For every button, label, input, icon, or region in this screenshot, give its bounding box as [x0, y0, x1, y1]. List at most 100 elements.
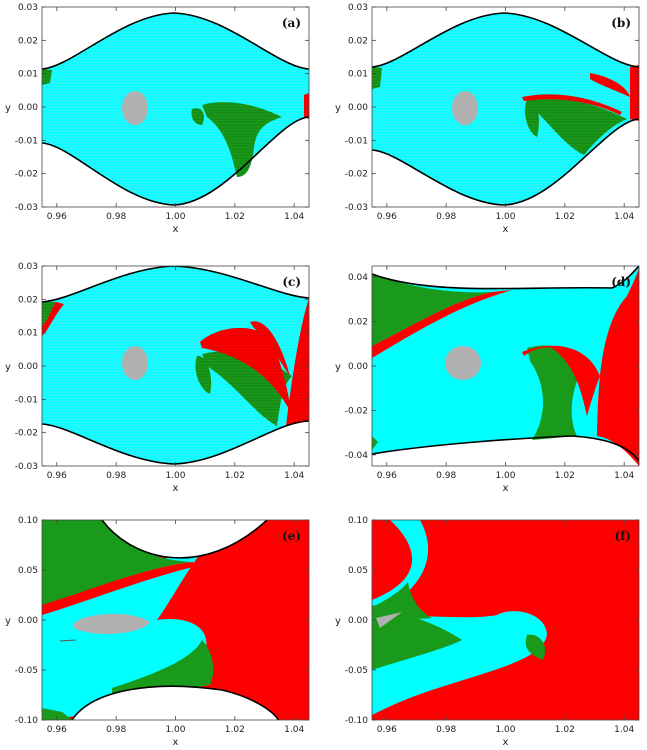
- x-axis-label: x: [503, 224, 509, 235]
- y-tick-label: 0.10: [18, 516, 38, 526]
- green-region: [374, 582, 432, 619]
- y-tick-label: 0.01: [18, 70, 38, 80]
- y-tick-label: -0.03: [345, 203, 368, 213]
- axes-5: 0.96 0.98 1.00 1.02 1.04 0.10 0.05 0.00 -0.05 -0.…: [5, 516, 310, 748]
- red-region: [590, 73, 630, 97]
- y-tick-label: -0.03: [15, 203, 38, 213]
- cyan-region: [372, 13, 639, 205]
- panel-label: (a): [282, 16, 301, 30]
- panel-c-regions: [42, 266, 309, 466]
- y-tick-label: -0.02: [345, 406, 368, 416]
- green-region: [372, 436, 378, 450]
- x-tick-label: 0.96: [47, 212, 67, 222]
- y-tick-label: -0.02: [345, 170, 368, 180]
- x-axis-label: x: [173, 737, 179, 748]
- x-tick-label: 1.02: [555, 725, 575, 735]
- y-tick-label: -0.10: [345, 716, 369, 726]
- x-tick-label: 0.96: [377, 725, 397, 735]
- x-tick-label: 1.02: [225, 725, 245, 735]
- x-tick-label: 0.98: [106, 725, 126, 735]
- x-tick-label: 0.96: [47, 471, 67, 481]
- red-region: [522, 94, 622, 115]
- small-trajectory-mark: [59, 639, 77, 642]
- y-tick-label: 0.02: [18, 295, 38, 305]
- panel-f-regions: [372, 520, 639, 720]
- x-axis-label: x: [173, 224, 179, 235]
- zero-velocity-curve: [101, 520, 268, 559]
- zero-velocity-curve: [372, 266, 639, 290]
- panel-a-regions: [42, 7, 309, 207]
- y-tick-label: -0.03: [15, 462, 38, 472]
- y-tick-label: 0.00: [18, 362, 38, 372]
- x-tick-label: 0.96: [47, 725, 67, 735]
- forbidden-region: [102, 520, 267, 558]
- green-region: [42, 708, 72, 720]
- y-axis-label: y: [335, 362, 341, 373]
- y-tick-label: -0.04: [345, 451, 369, 461]
- green-region: [525, 634, 546, 660]
- y-tick-label: 0.00: [348, 616, 368, 626]
- gray-region: [452, 91, 478, 125]
- y-tick-label: -0.01: [345, 136, 368, 146]
- y-axis-label: y: [5, 616, 11, 627]
- red-region: [250, 321, 290, 376]
- x-tick-label: 1.04: [284, 725, 304, 735]
- zero-velocity-curve: [42, 420, 309, 465]
- y-tick-label: 0.00: [348, 362, 368, 372]
- x-tick-label: 1.00: [165, 212, 185, 222]
- axes-2: 0.96 0.98 1.00 1.02 1.04 0.03 0.02 0.01 0.00 -0.0…: [335, 3, 640, 235]
- axes-6: 0.96 0.98 1.00 1.02 1.04 0.10 0.05 0.00 -0.05 -0.…: [335, 516, 640, 748]
- gray-region: [122, 346, 148, 380]
- x-tick-label: 1.02: [225, 212, 245, 222]
- red-region: [42, 302, 64, 336]
- cyan-region: [42, 266, 309, 464]
- red-region: [597, 266, 639, 466]
- y-tick-label: 0.02: [348, 318, 368, 328]
- zero-velocity-curve: [372, 118, 639, 206]
- y-tick-label: 0.03: [18, 3, 38, 13]
- x-tick-label: 1.00: [495, 212, 515, 222]
- panel-d-regions: [372, 266, 639, 466]
- red-region: [286, 298, 309, 426]
- x-tick-label: 1.04: [284, 471, 304, 481]
- axes-3: 0.96 0.98 1.00 1.02 1.04 0.03 0.02 0.01 0.00 -0.0…: [5, 262, 310, 494]
- y-tick-label: -0.01: [15, 136, 38, 146]
- panel-label: (f): [614, 529, 631, 543]
- x-tick-label: 0.98: [436, 725, 456, 735]
- y-tick-label: 0.01: [348, 70, 368, 80]
- green-region: [527, 345, 584, 440]
- green-region: [42, 69, 52, 85]
- y-tick-label: 0.00: [348, 103, 368, 113]
- x-tick-label: 0.96: [377, 471, 397, 481]
- x-tick-label: 0.98: [436, 471, 456, 481]
- panel-label: (e): [282, 529, 301, 543]
- x-tick-label: 1.00: [495, 725, 515, 735]
- zero-velocity-curve: [42, 266, 309, 303]
- gray-region: [122, 91, 148, 125]
- x-tick-label: 1.04: [614, 725, 634, 735]
- x-tick-label: 0.98: [106, 212, 126, 222]
- x-tick-label: 0.98: [106, 471, 126, 481]
- y-tick-label: 0.05: [348, 566, 368, 576]
- zero-velocity-curve: [42, 12, 309, 70]
- green-region: [527, 97, 627, 155]
- gray-region: [74, 613, 150, 634]
- green-region: [372, 274, 492, 346]
- axes-4: 0.96 0.98 1.00 1.02 1.04 0.04 0.02 0.00 -0.02 -0.…: [335, 265, 640, 494]
- green-region: [191, 108, 204, 125]
- y-tick-label: -0.01: [15, 395, 38, 405]
- y-tick-label: 0.02: [348, 36, 368, 46]
- zero-velocity-curve: [71, 685, 279, 720]
- y-tick-label: 0.04: [348, 273, 368, 283]
- y-tick-label: 0.03: [348, 3, 368, 13]
- x-tick-label: 0.98: [436, 212, 456, 222]
- x-tick-label: 0.96: [377, 212, 397, 222]
- x-tick-label: 1.04: [614, 471, 634, 481]
- zero-velocity-curve: [372, 435, 639, 462]
- y-tick-label: -0.05: [345, 666, 368, 676]
- x-tick-label: 1.04: [614, 212, 634, 222]
- green-region: [525, 98, 539, 137]
- y-tick-label: -0.10: [15, 716, 39, 726]
- gray-region: [376, 612, 402, 628]
- green-region: [202, 102, 282, 177]
